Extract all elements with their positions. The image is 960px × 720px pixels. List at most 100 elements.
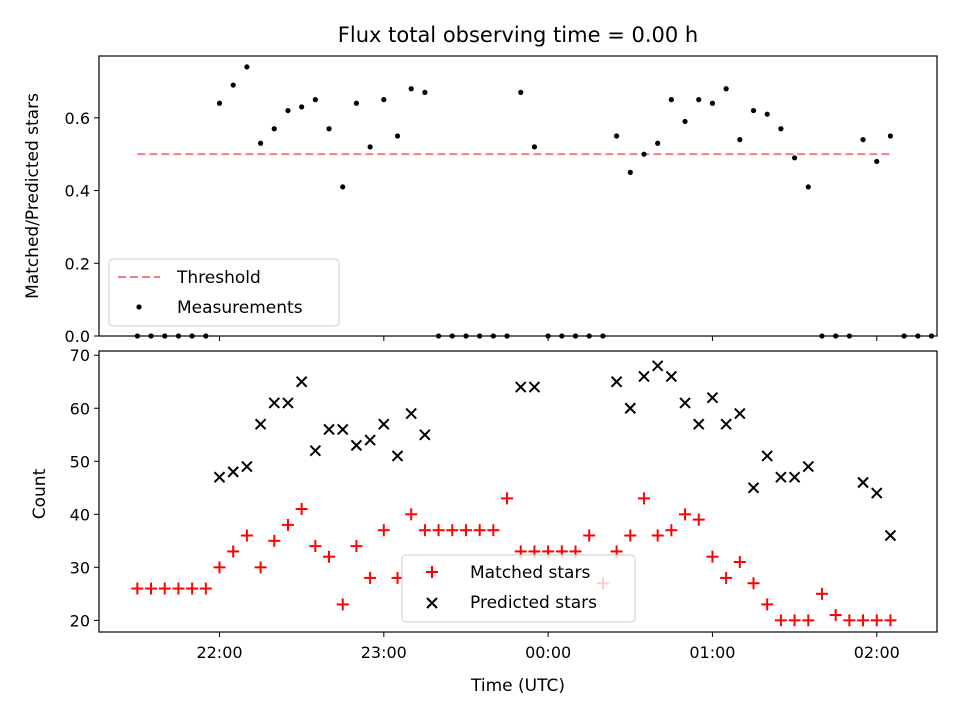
measurement-point: [285, 107, 291, 114]
predicted-star-stroke-b: [391, 450, 404, 462]
predicted-star-stroke-b: [378, 418, 390, 430]
matched-star-point: [583, 529, 596, 542]
predicted-star-stroke-b: [788, 471, 801, 483]
matched-star-point: [884, 614, 897, 627]
matched-star-point: [432, 524, 445, 537]
predicted-star-stroke-b: [624, 402, 636, 414]
predicted-star-point: [679, 397, 691, 409]
predicted-star-stroke-b: [364, 434, 376, 446]
predicted-star-point: [419, 429, 431, 441]
predicted-star-stroke-b: [775, 471, 787, 483]
bottom-ytick-label: 70: [70, 346, 90, 365]
bottom-ytick-label: 40: [70, 505, 90, 524]
predicted-star-point: [720, 418, 732, 430]
matched-star-point: [254, 561, 267, 574]
matched-star-point: [186, 582, 199, 595]
top-legend-box: [108, 258, 340, 327]
measurement-point: [682, 118, 688, 125]
predicted-star-point: [802, 460, 814, 473]
measurement-point: [723, 86, 729, 92]
matched-star-point: [295, 502, 308, 515]
matched-star-point: [761, 598, 774, 611]
predicted-star-stroke-b: [254, 418, 267, 430]
predicted-star-stroke-b: [638, 370, 650, 383]
measurement-point: [408, 86, 414, 92]
predicted-star-stroke-b: [309, 444, 322, 457]
predicted-star-stroke-b: [679, 397, 691, 409]
predicted-star-point: [241, 460, 253, 473]
top-legend-threshold-label: Threshold: [176, 268, 261, 288]
matched-star-point: [199, 582, 212, 595]
matched-star-point: [268, 534, 281, 547]
predicted-star-point: [350, 439, 363, 452]
matched-star-point: [637, 492, 650, 505]
top-chart-ylabel: Matched/Predicted stars: [23, 93, 43, 299]
matched-star-point: [802, 614, 815, 627]
matched-star-point: [733, 556, 746, 569]
predicted-star-point: [884, 529, 897, 542]
bottom-chart-legend: Matched stars Predicted stars: [401, 554, 636, 623]
top-legend-measurements-swatch: [136, 304, 142, 310]
predicted-star-point: [857, 476, 869, 489]
measurement-point: [805, 184, 811, 190]
matched-star-point: [336, 598, 349, 611]
predicted-star-stroke-b: [295, 376, 308, 388]
matched-star-point: [281, 518, 294, 531]
measurement-point: [655, 140, 661, 146]
matched-star-point: [158, 582, 171, 595]
matched-star-point: [788, 614, 801, 627]
measurement-point: [874, 158, 880, 165]
matched-star-point: [145, 582, 158, 595]
predicted-star-stroke-b: [693, 418, 705, 430]
predicted-star-stroke-b: [350, 439, 363, 452]
measurement-point: [750, 107, 757, 114]
predicted-star-point: [391, 450, 404, 462]
matched-star-point: [309, 540, 322, 553]
measurement-point: [627, 169, 633, 175]
bottom-xtick-label: 23:00: [361, 643, 407, 662]
matched-star-point: [706, 550, 719, 563]
bottom-chart-marks: [131, 360, 897, 627]
predicted-star-stroke-b: [213, 471, 226, 483]
bottom-chart-frame: [98, 350, 938, 633]
predicted-star-point: [378, 418, 390, 430]
matched-star-point: [501, 492, 514, 505]
measurement-point: [764, 111, 770, 117]
matched-star-point: [829, 609, 842, 622]
bottom-xtick-label: 01:00: [689, 643, 735, 662]
bottom-xtick-label: 00:00: [525, 643, 571, 662]
matched-star-point: [651, 529, 664, 542]
matched-star-point: [857, 614, 870, 627]
matched-star-point: [665, 524, 678, 537]
bottom-ytick-label: 50: [70, 452, 90, 471]
matched-star-point: [131, 582, 144, 595]
predicted-star-stroke-b: [419, 429, 431, 441]
matched-star-point: [473, 524, 486, 537]
measurement-point: [394, 133, 401, 139]
predicted-star-stroke-b: [651, 360, 664, 372]
matched-star-point: [747, 577, 760, 590]
predicted-star-stroke-b: [337, 423, 349, 436]
matched-star-point: [843, 614, 856, 627]
matched-star-point: [418, 524, 431, 537]
measurement-point: [531, 144, 538, 150]
matched-star-point: [679, 508, 692, 521]
predicted-star-point: [734, 407, 746, 420]
predicted-star-point: [761, 450, 773, 462]
predicted-star-point: [747, 482, 760, 494]
predicted-star-stroke-b: [227, 466, 239, 478]
predicted-star-point: [268, 397, 280, 409]
matched-star-point: [446, 524, 459, 537]
measurement-point: [887, 133, 894, 139]
matched-star-point: [774, 614, 787, 627]
top-ytick-label: 0.0: [65, 327, 90, 346]
top-ytick-label: 0.6: [65, 109, 90, 128]
predicted-star-stroke-b: [802, 460, 814, 473]
measurement-point: [518, 89, 524, 95]
predicted-star-stroke-b: [323, 423, 335, 436]
matched-star-point: [172, 582, 185, 595]
matched-star-point: [213, 561, 226, 574]
predicted-star-stroke-b: [706, 391, 719, 404]
matched-star-point: [487, 524, 500, 537]
